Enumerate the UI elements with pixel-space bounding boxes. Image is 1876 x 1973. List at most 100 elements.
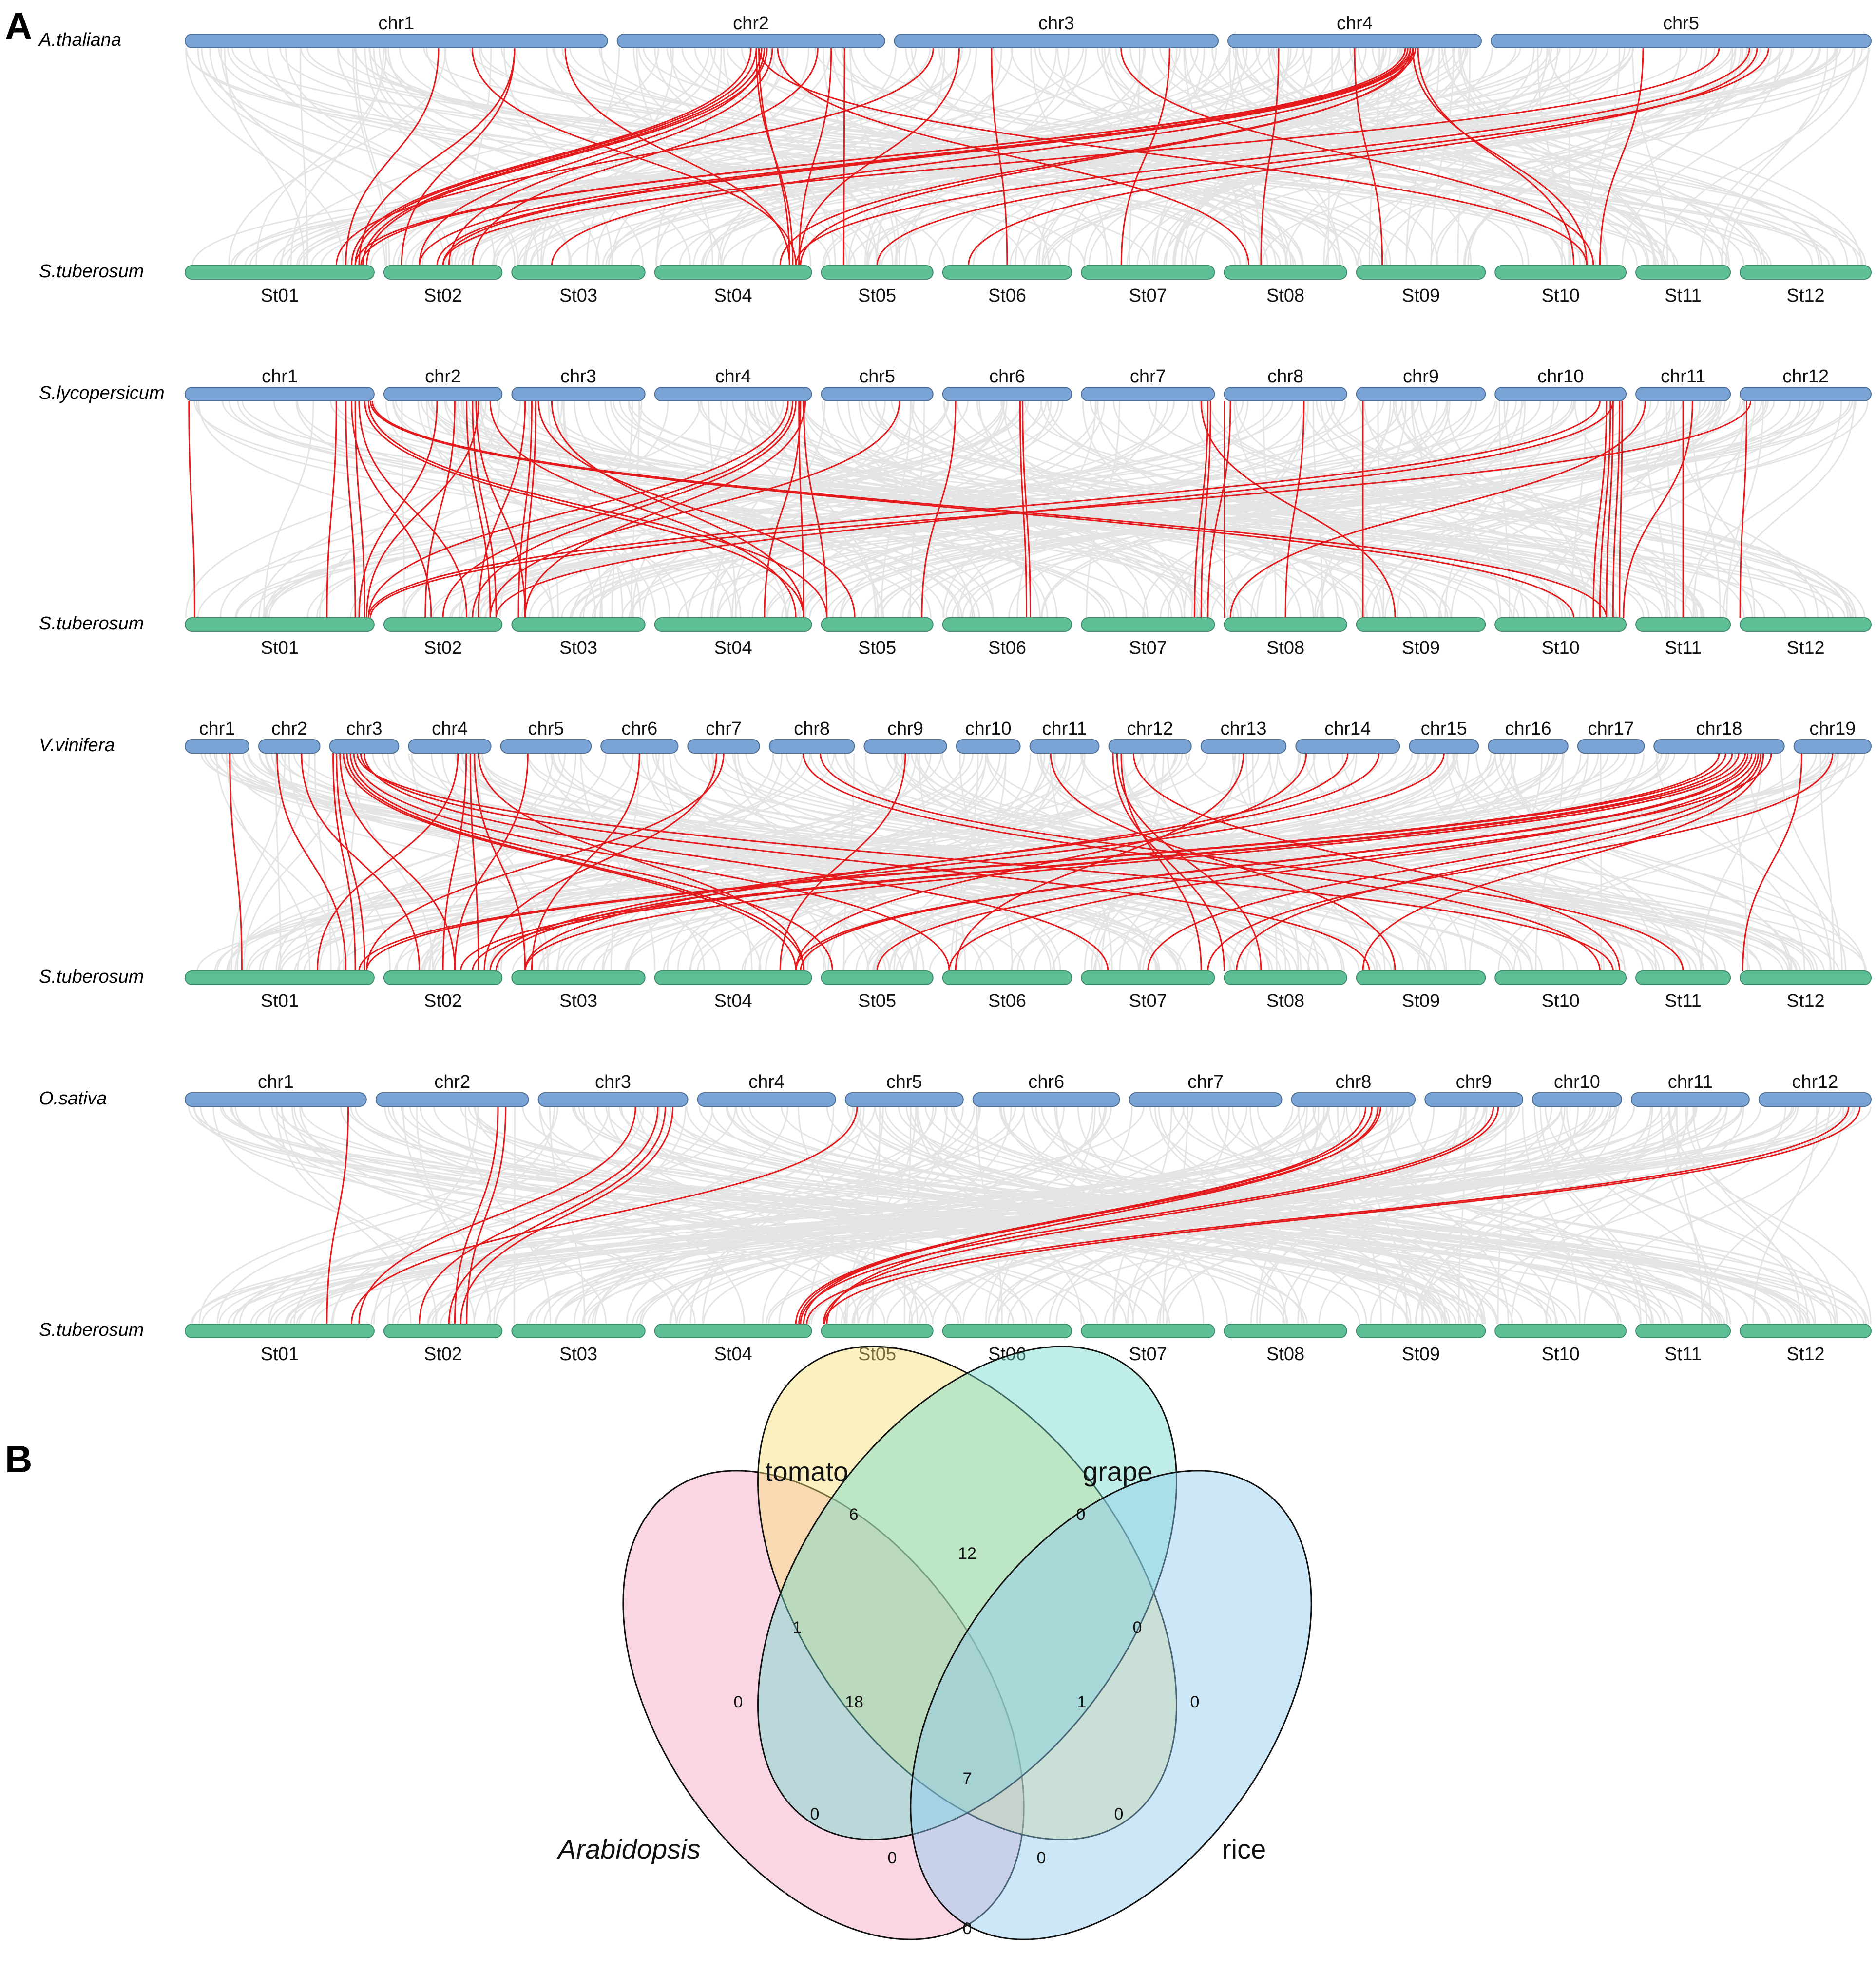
highlight-link (1619, 400, 1623, 618)
highlight-link (358, 400, 438, 618)
background-link (712, 400, 792, 618)
venn-count-grape-only: 0 (1076, 1505, 1086, 1524)
bottom-chromosome-label: St04 (714, 638, 752, 658)
bottom-chromosome-bar (185, 617, 375, 632)
bottom-chromosome-label: St09 (1402, 991, 1440, 1011)
bottom-chromosome-bar (1635, 970, 1731, 985)
background-link (557, 753, 715, 971)
background-link (216, 1106, 610, 1325)
bottom-chromosome-bar (185, 1324, 375, 1338)
highlight-link (188, 400, 195, 618)
top-chromosome-label: chr8 (1335, 1072, 1371, 1092)
background-link (832, 400, 1813, 618)
venn-label-rice: rice (1222, 1834, 1266, 1864)
background-link (1370, 1106, 1728, 1325)
background-link (687, 400, 1008, 618)
background-link (186, 47, 1061, 266)
venn-ellipse-arabidopsis (622, 1470, 1025, 1940)
background-link (868, 400, 1645, 618)
bottom-chromosome-bar (1740, 970, 1872, 985)
background-link (230, 47, 1838, 266)
bottom-chromosome-bar (1740, 1324, 1872, 1338)
background-link (1142, 400, 1438, 618)
top-chromosome-label: chr8 (1267, 366, 1303, 387)
highlight-link (364, 753, 1109, 971)
highlight-link (367, 400, 1601, 618)
background-link (237, 400, 1226, 618)
top-chromosome-bar (185, 739, 249, 754)
bottom-chromosome-label: St02 (424, 991, 462, 1011)
venn-ellipse-rice (910, 1470, 1312, 1940)
background-link (394, 753, 1663, 971)
background-link (709, 400, 915, 618)
background-link (1314, 400, 1523, 618)
top-chromosome-bar (1409, 739, 1479, 754)
background-link (293, 1106, 845, 1325)
panel-a-letter: A (5, 4, 32, 47)
background-link (810, 1106, 1721, 1325)
background-link (1159, 47, 1867, 266)
top-chromosome-bar (1424, 1092, 1524, 1107)
highlight-link (795, 47, 1750, 266)
background-link (582, 1106, 1185, 1325)
background-link (1184, 47, 1341, 266)
background-link (466, 753, 1431, 971)
top-chromosome-label: chr16 (1505, 719, 1551, 739)
background-link (1510, 753, 1657, 971)
highlight-link (779, 753, 906, 971)
highlight-link (495, 753, 1445, 971)
highlight-link (454, 753, 529, 971)
background-link (476, 753, 527, 971)
background-link (357, 400, 563, 618)
background-link (288, 753, 391, 971)
highlight-link (1120, 47, 1594, 266)
background-link (689, 1106, 865, 1325)
top-chromosome-bar (258, 739, 321, 754)
background-link (953, 1106, 1769, 1325)
top-chromosome-label: chr13 (1220, 719, 1266, 739)
highlight-links (188, 400, 1752, 618)
highlight-link (524, 400, 537, 618)
background-link (1341, 753, 1626, 971)
bottom-chromosome-label: St05 (858, 991, 896, 1011)
top-chromosome-bar (942, 387, 1072, 401)
background-link (1475, 1106, 1786, 1325)
background-link (185, 47, 344, 266)
highlight-link (276, 753, 347, 971)
background-link (943, 400, 1381, 618)
background-link (1458, 47, 1608, 266)
bottom-chromosome-label: St03 (559, 638, 597, 658)
venn-label-grape: grape (1083, 1456, 1152, 1487)
bottom-chromosome-label: St08 (1266, 285, 1304, 306)
background-link (230, 1106, 1483, 1325)
background-link (354, 1106, 1552, 1325)
background-link (734, 400, 1052, 618)
background-link (822, 47, 898, 266)
background-link (1104, 47, 1392, 266)
background-link (698, 1106, 1815, 1325)
background-link (846, 1106, 948, 1325)
background-link (431, 753, 826, 971)
background-link (1401, 400, 1671, 618)
top-chromosome-label: chr3 (595, 1072, 631, 1092)
venn-count-arabidopsis-tomato-grape: 18 (845, 1693, 863, 1711)
bottom-chromosome-bar (1635, 1324, 1731, 1338)
highlight-link (842, 47, 845, 266)
background-link (1357, 47, 1793, 266)
bottom-chromosome-label: St12 (1787, 991, 1825, 1011)
background-link (481, 753, 1273, 971)
highlight-link (1362, 753, 1764, 971)
highlight-link (1120, 47, 1170, 266)
background-link (197, 47, 453, 266)
bottom-chromosome-bar (821, 1324, 934, 1338)
highlight-link (362, 47, 763, 266)
query-species-label: O.sativa (39, 1088, 107, 1109)
background-link (352, 47, 387, 266)
highlight-link (367, 400, 828, 618)
top-chromosome-bar (375, 1092, 529, 1107)
highlight-link (1200, 400, 1211, 618)
highlight-link (229, 753, 243, 971)
background-link (588, 400, 995, 618)
highlight-link (339, 753, 456, 971)
background-link (1721, 47, 1828, 266)
